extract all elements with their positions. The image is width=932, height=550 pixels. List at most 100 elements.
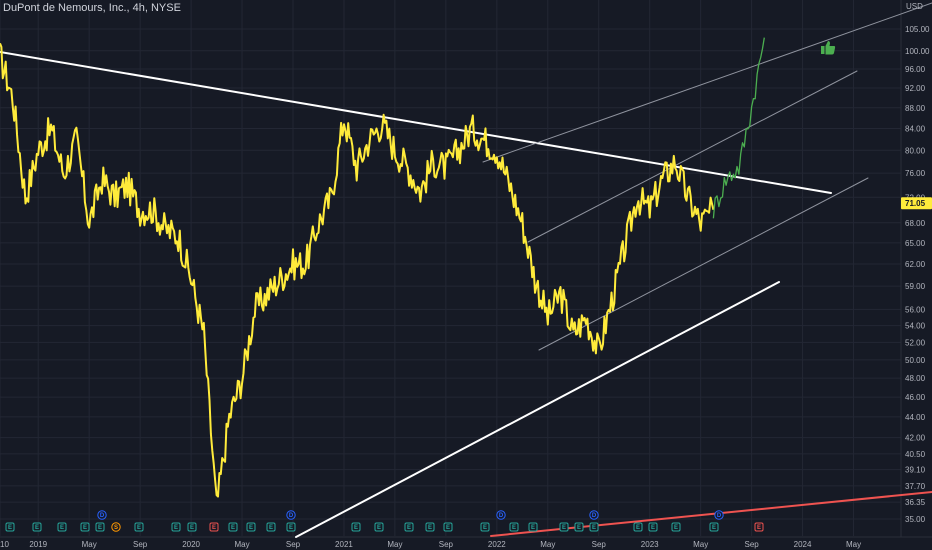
y-tick-label: 46.00 (905, 393, 926, 402)
y-tick-label: 40.50 (905, 450, 926, 459)
event-marker-label: E (407, 525, 411, 531)
event-marker-badge (648, 522, 658, 532)
event-marker-badge (286, 510, 296, 520)
x-tick-label: May (387, 540, 402, 549)
y-tick-label: 105.00 (905, 25, 930, 34)
channel-middle-line (527, 70, 858, 243)
trend-lines (0, 2, 932, 538)
event-marker-label: E (446, 525, 450, 531)
event-marker-label: E (8, 525, 12, 531)
event-marker-label: E (289, 525, 293, 531)
last-price-tag (901, 197, 932, 210)
event-marker-badge (714, 510, 724, 520)
event-marker-label: E (483, 525, 487, 531)
channel-lower-line (538, 177, 869, 351)
event-marker-badge (134, 522, 144, 532)
event-marker-label: E (212, 525, 216, 531)
event-marker-label: E (174, 525, 178, 531)
event-marker-badge (95, 522, 105, 532)
event-marker: E (574, 522, 584, 532)
x-tick-label: Sep (286, 540, 301, 549)
event-marker: D (714, 510, 724, 520)
event-marker-badge (480, 522, 490, 532)
event-marker: E (134, 522, 144, 532)
event-marker-label: E (354, 525, 358, 531)
x-tick-label: Sep (592, 540, 607, 549)
event-marker-label: E (249, 525, 253, 531)
event-marker-badge (709, 522, 719, 532)
time-axis[interactable]: 10 2019 May Sep 2020 May Sep 2021 May Sep 2022 May S… (0, 540, 861, 549)
y-tick-label: 48.00 (905, 374, 926, 383)
last-price-label: 71.05 (905, 199, 926, 208)
event-marker-badge (528, 522, 538, 532)
event-marker: E (286, 522, 296, 532)
event-marker-label: E (190, 525, 194, 531)
y-tick-label: 88.00 (905, 104, 926, 113)
event-marker-badge (97, 510, 107, 520)
y-tick-label: 100.00 (905, 47, 930, 56)
event-marker-badge (404, 522, 414, 532)
event-marker-label: D (499, 513, 504, 519)
y-tick-label: 59.00 (905, 282, 926, 291)
event-marker-badge (671, 522, 681, 532)
y-tick-label: 39.10 (905, 466, 926, 475)
y-tick-label: 42.00 (905, 434, 926, 443)
event-markers: E E E EDE S E E E E E E E EDE E E E E EDE E E E EDE E E EDE (5, 510, 764, 532)
event-marker-label: E (757, 525, 761, 531)
y-tick-label: 54.00 (905, 322, 926, 331)
event-marker: E (589, 522, 599, 532)
event-marker-label: E (269, 525, 273, 531)
y-tick-label: 36.35 (905, 498, 926, 507)
x-tick-label: 2022 (488, 540, 506, 549)
event-marker: E (80, 522, 90, 532)
x-tick-label: Sep (439, 540, 454, 549)
event-marker-badge (286, 522, 296, 532)
event-marker: E (5, 522, 15, 532)
x-tick-label: Sep (744, 540, 759, 549)
event-marker: E (57, 522, 67, 532)
event-marker-label: E (60, 525, 64, 531)
event-marker: E (266, 522, 276, 532)
event-marker: D (589, 510, 599, 520)
y-tick-label: 80.00 (905, 146, 926, 155)
event-marker-badge (509, 522, 519, 532)
event-marker-label: D (100, 513, 105, 519)
thumbs-up-icon (821, 41, 836, 55)
event-marker: E (425, 522, 435, 532)
symbol-title: DuPont de Nemours, Inc., 4h, NYSE (3, 2, 181, 14)
x-tick-label: May (693, 540, 708, 549)
event-marker: E (443, 522, 453, 532)
event-marker-badge (633, 522, 643, 532)
event-marker-label: E (636, 525, 640, 531)
event-marker: E (187, 522, 197, 532)
event-marker: E (509, 522, 519, 532)
projected-price-line (712, 37, 765, 219)
chart-grid (0, 0, 932, 538)
event-marker-badge (589, 510, 599, 520)
event-marker-label: E (35, 525, 39, 531)
event-marker-badge (209, 522, 219, 532)
event-marker-badge (171, 522, 181, 532)
event-marker-badge (425, 522, 435, 532)
x-tick-label: 10 (0, 540, 9, 549)
event-marker: E (32, 522, 42, 532)
event-marker-badge (754, 522, 764, 532)
price-axis[interactable]: 105.00 100.00 96.00 92.00 88.00 84.00 80.00 76.… (901, 25, 932, 524)
event-marker-label: E (83, 525, 87, 531)
event-marker-label: E (577, 525, 581, 531)
x-tick-label: 2019 (29, 540, 47, 549)
y-tick-label: 52.00 (905, 338, 926, 347)
event-marker: E (754, 522, 764, 532)
event-marker-label: E (231, 525, 235, 531)
event-marker-badge (496, 510, 506, 520)
event-marker-badge (589, 522, 599, 532)
event-marker-badge (80, 522, 90, 532)
x-tick-label: 2023 (641, 540, 659, 549)
event-marker: E (671, 522, 681, 532)
x-tick-label: 2024 (794, 540, 812, 549)
y-tick-label: 35.00 (905, 515, 926, 524)
event-marker: E (559, 522, 569, 532)
event-marker-label: E (562, 525, 566, 531)
event-marker: S (111, 522, 121, 532)
